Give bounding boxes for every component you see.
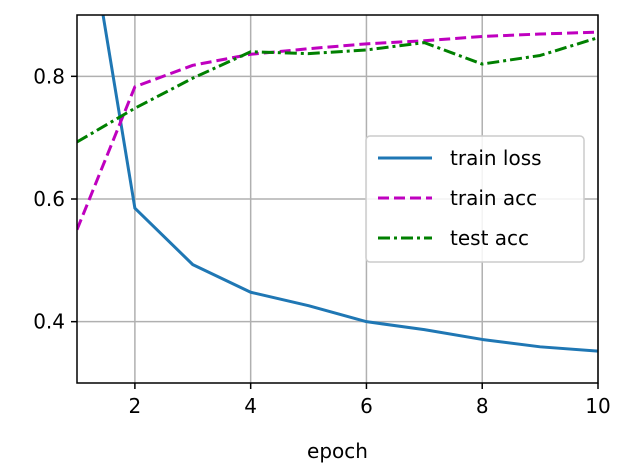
ticks-layer: 2 4 6 8 10 0.4 0.6 0.8 [33,64,611,418]
series-line-train-loss [101,15,598,353]
legend-label: train acc [450,186,537,210]
series-line-test-acc [77,36,598,144]
x-tick-label: 4 [244,394,257,418]
y-tick-label: 0.4 [33,310,65,334]
x-axis-title: epoch [307,439,368,463]
legend: train loss train acc test acc [365,135,585,263]
legend-box [365,135,585,263]
series-line-train-acc [77,30,598,231]
legend-label: test acc [450,226,529,250]
series-layer [77,15,598,353]
y-tick-label: 0.6 [33,187,65,211]
y-tick-label: 0.8 [33,64,65,88]
x-tick-label: 8 [476,394,489,418]
legend-label: train loss [450,146,542,170]
x-tick-label: 6 [360,394,373,418]
x-tick-label: 10 [585,394,610,418]
x-tick-label: 2 [129,394,142,418]
